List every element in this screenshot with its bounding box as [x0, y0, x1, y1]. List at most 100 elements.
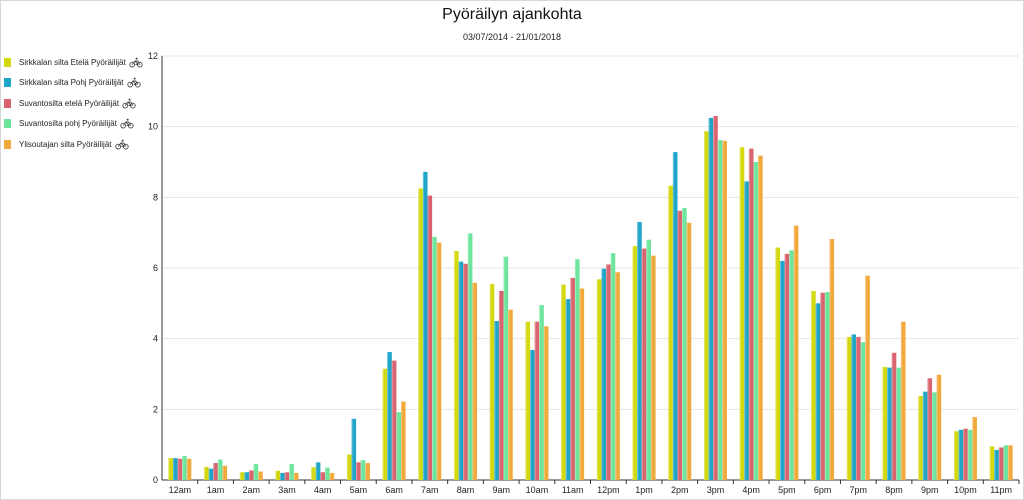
bar[interactable]: [525, 321, 531, 480]
bar[interactable]: [356, 462, 361, 480]
bar[interactable]: [543, 326, 549, 480]
bar[interactable]: [967, 429, 973, 480]
bar[interactable]: [717, 140, 723, 480]
bar[interactable]: [641, 248, 647, 480]
bar[interactable]: [615, 272, 620, 480]
bar[interactable]: [289, 464, 294, 480]
bar[interactable]: [900, 321, 906, 480]
bar[interactable]: [467, 233, 473, 480]
bar[interactable]: [432, 236, 437, 480]
bar[interactable]: [811, 290, 816, 480]
bar[interactable]: [851, 334, 857, 480]
bar[interactable]: [682, 207, 687, 480]
bar[interactable]: [329, 472, 335, 480]
bar[interactable]: [784, 253, 790, 480]
bar[interactable]: [1008, 445, 1013, 480]
bar[interactable]: [865, 275, 870, 480]
bar[interactable]: [936, 374, 942, 480]
bar[interactable]: [293, 472, 299, 480]
bar[interactable]: [391, 360, 397, 480]
bar[interactable]: [172, 458, 178, 480]
bar[interactable]: [217, 459, 223, 480]
bar[interactable]: [632, 246, 638, 480]
bar[interactable]: [346, 454, 352, 480]
bar[interactable]: [610, 253, 616, 480]
bar[interactable]: [561, 284, 566, 480]
bar[interactable]: [708, 117, 714, 480]
bar[interactable]: [565, 299, 571, 480]
bar[interactable]: [530, 349, 535, 480]
bar[interactable]: [427, 195, 433, 480]
bar[interactable]: [637, 222, 642, 480]
bar[interactable]: [351, 418, 357, 480]
bar[interactable]: [887, 367, 892, 480]
bar[interactable]: [315, 462, 321, 480]
bar[interactable]: [989, 446, 995, 480]
bar[interactable]: [489, 283, 495, 480]
bar[interactable]: [494, 321, 499, 480]
bar[interactable]: [753, 162, 759, 480]
legend-item[interactable]: Ylisoutajan silta Pyöräilijät: [4, 134, 143, 155]
bar[interactable]: [896, 367, 901, 480]
bar[interactable]: [422, 171, 428, 480]
bar[interactable]: [208, 468, 214, 480]
bar[interactable]: [311, 467, 316, 480]
bar[interactable]: [744, 181, 749, 480]
bar[interactable]: [860, 342, 866, 480]
bar[interactable]: [320, 472, 325, 480]
bar[interactable]: [498, 290, 504, 480]
bar[interactable]: [324, 467, 330, 480]
bar[interactable]: [244, 472, 249, 480]
bar[interactable]: [387, 352, 392, 480]
bar[interactable]: [253, 464, 259, 480]
bar[interactable]: [703, 131, 709, 480]
bar[interactable]: [213, 463, 218, 480]
bar[interactable]: [418, 188, 423, 481]
bar[interactable]: [922, 391, 928, 480]
bar[interactable]: [882, 366, 888, 480]
bar[interactable]: [672, 152, 678, 481]
bar[interactable]: [258, 471, 263, 480]
bar[interactable]: [994, 449, 999, 480]
bar[interactable]: [574, 259, 580, 480]
bar[interactable]: [436, 242, 442, 480]
bar[interactable]: [472, 282, 478, 480]
bar[interactable]: [927, 378, 933, 480]
bar[interactable]: [739, 147, 745, 480]
bar[interactable]: [932, 392, 937, 480]
bar[interactable]: [503, 256, 509, 480]
bar[interactable]: [534, 321, 540, 480]
legend-item[interactable]: Sirkkalan silta Pohj Pyöräilijät: [4, 73, 143, 94]
bar[interactable]: [846, 336, 852, 480]
bar[interactable]: [775, 247, 780, 480]
bar[interactable]: [668, 185, 673, 481]
bar[interactable]: [958, 429, 964, 480]
bar[interactable]: [382, 368, 388, 480]
bar[interactable]: [284, 472, 290, 480]
bar[interactable]: [396, 412, 401, 480]
bar[interactable]: [239, 472, 245, 480]
bar[interactable]: [458, 261, 464, 480]
bar[interactable]: [713, 116, 718, 480]
bar[interactable]: [998, 447, 1004, 480]
bar[interactable]: [248, 470, 254, 480]
bar[interactable]: [918, 395, 923, 480]
legend-item[interactable]: Sirkkalan silta Etelä Pyöräilijät: [4, 52, 143, 73]
bar[interactable]: [815, 303, 821, 480]
bar[interactable]: [820, 292, 825, 480]
bar[interactable]: [829, 239, 835, 480]
bar[interactable]: [280, 472, 285, 480]
bar[interactable]: [454, 251, 459, 480]
bar[interactable]: [579, 288, 585, 480]
bar[interactable]: [508, 309, 513, 480]
bar[interactable]: [596, 279, 602, 480]
bar[interactable]: [793, 225, 799, 480]
bar[interactable]: [463, 263, 468, 480]
bar[interactable]: [824, 292, 830, 480]
bar[interactable]: [953, 431, 959, 480]
bar[interactable]: [677, 210, 683, 480]
bar[interactable]: [780, 260, 785, 480]
bar[interactable]: [401, 401, 406, 480]
bar[interactable]: [204, 466, 209, 480]
bar[interactable]: [365, 463, 370, 480]
